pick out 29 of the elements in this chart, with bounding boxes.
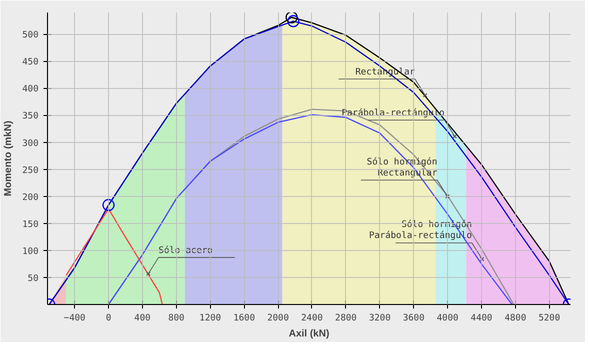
- y-tick-label: 200: [22, 192, 39, 203]
- y-tick-label: 350: [22, 112, 39, 122]
- x-tick-label: 4000: [436, 314, 458, 324]
- x-tick-label: 3200: [368, 314, 391, 324]
- x-tick-label: 3600: [402, 314, 425, 324]
- y-tick-label: 450: [22, 58, 39, 68]
- x-tick-label: 1600: [233, 314, 256, 324]
- x-tick-label: 2800: [335, 314, 357, 324]
- x-tick-label: 1200: [199, 314, 222, 324]
- x-tick-label: 400: [134, 314, 151, 324]
- y-tick-label: 500: [22, 30, 39, 41]
- x-tick-label: 0: [106, 314, 112, 324]
- x-tick-label: 2000: [267, 314, 289, 324]
- x-tick-label: 800: [168, 314, 184, 324]
- y-tick-label: 300: [22, 138, 39, 149]
- annotation: Sólo acero: [158, 244, 213, 256]
- y-axis-title: Momento (mkN): [3, 120, 14, 196]
- x-tick-label: 4800: [504, 314, 526, 324]
- x-tick-label: −400: [64, 314, 86, 324]
- x-axis-title: Axil (kN): [288, 328, 330, 340]
- y-tick-label: 100: [22, 246, 39, 257]
- y-tick-label: 250: [22, 166, 39, 176]
- y-tick-label: 50: [28, 274, 39, 284]
- x-tick-label: 5200: [538, 314, 560, 324]
- y-tick-label: 150: [22, 220, 39, 230]
- x-tick-label: 2400: [301, 314, 323, 324]
- y-tick-label: 400: [22, 84, 39, 95]
- x-tick-label: 4400: [470, 314, 492, 324]
- annotation: Parábola-rectángulo: [342, 107, 445, 118]
